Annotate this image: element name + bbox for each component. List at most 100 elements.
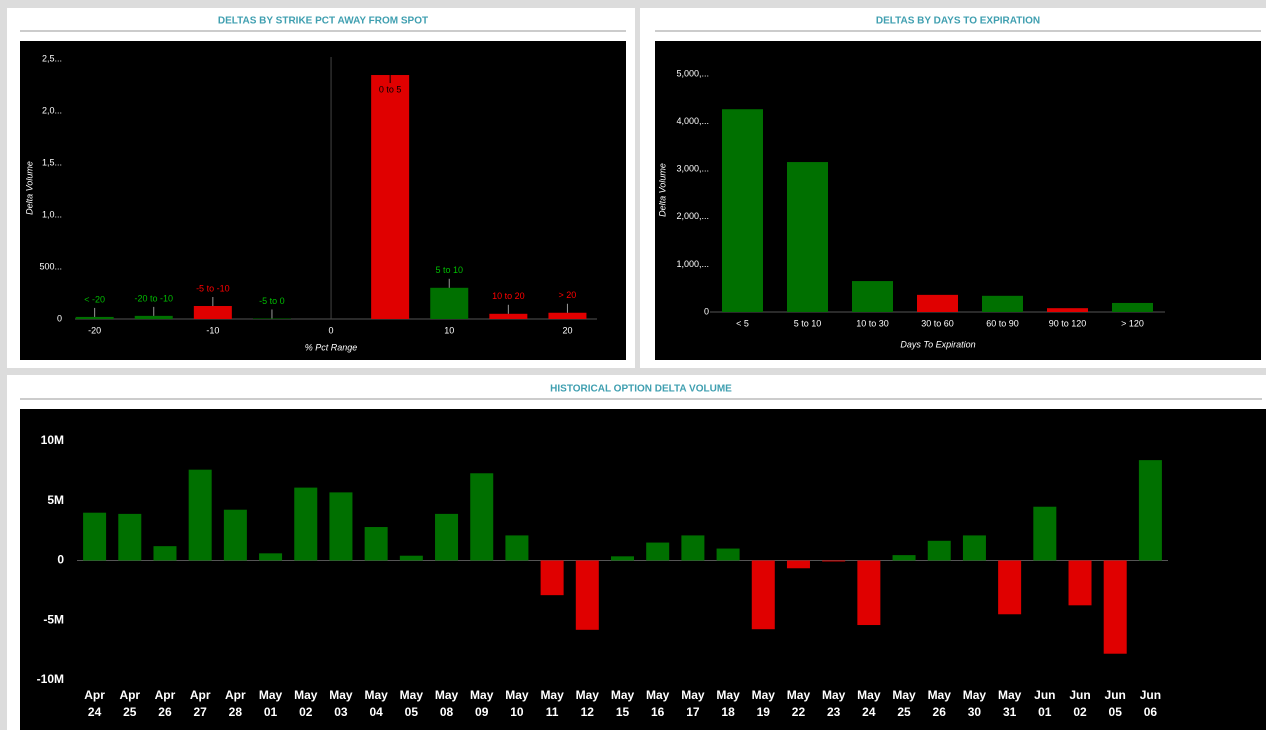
y-tick-label: 0: [704, 306, 709, 316]
bar: [786, 560, 810, 569]
bar: [153, 546, 177, 561]
bar: [822, 560, 846, 562]
bar: [470, 473, 494, 561]
bar: [962, 535, 986, 561]
chart-title: DELTAS BY DAYS TO EXPIRATION: [876, 16, 1040, 27]
y-tick-label: 0: [57, 313, 62, 323]
bar: [892, 555, 916, 561]
x-tick-label: May 03: [329, 688, 353, 719]
x-tick-label: < 5: [736, 318, 749, 328]
y-tick-label: 5M: [47, 493, 64, 507]
bar: [575, 560, 599, 630]
x-tick-label: Jun 02: [1069, 688, 1091, 719]
x-tick-label: May 02: [294, 688, 318, 719]
bar: [399, 555, 423, 561]
bar: [540, 560, 564, 596]
bar: [223, 509, 247, 561]
plot-area: [20, 409, 1266, 730]
bar: [917, 294, 958, 312]
x-tick-label: May 04: [364, 688, 388, 719]
bar: [329, 492, 353, 561]
x-tick-label: May 25: [892, 688, 916, 719]
bar: [430, 287, 469, 319]
x-tick-label: -20: [88, 325, 101, 335]
data-label: 10 to 20: [492, 291, 525, 301]
x-tick-label: > 120: [1121, 318, 1144, 328]
data-label: -5 to 0: [259, 296, 285, 306]
bar: [505, 535, 529, 561]
bar: [722, 109, 763, 312]
bar: [1138, 460, 1162, 561]
y-axis-label: Delta Volume: [24, 161, 34, 215]
bar: [371, 75, 410, 320]
bar: [1068, 560, 1092, 606]
y-tick-label: 1,0...: [42, 209, 62, 219]
x-tick-label: Apr 25: [119, 688, 141, 719]
bar: [188, 469, 212, 561]
bar: [83, 512, 107, 561]
y-tick-label: -5M: [43, 612, 64, 626]
bar: [75, 316, 114, 319]
x-tick-label: 60 to 90: [986, 318, 1019, 328]
bar: [134, 315, 173, 319]
bar: [1047, 308, 1088, 312]
y-tick-label: 0: [57, 553, 64, 567]
bar: [1112, 302, 1153, 312]
bar: [787, 162, 828, 312]
x-tick-label: 20: [562, 325, 572, 335]
x-tick-label: May 01: [258, 688, 283, 719]
x-axis-label: Days To Expiration: [900, 339, 975, 349]
bar: [646, 542, 670, 561]
bar: [489, 313, 528, 319]
bar: [751, 560, 775, 630]
y-tick-label: 5,000,...: [676, 68, 709, 78]
y-axis-label: Delta Volume: [657, 163, 667, 217]
plot-area: [20, 41, 626, 360]
x-tick-label: Jun 05: [1104, 688, 1126, 719]
x-tick-label: 90 to 120: [1049, 318, 1087, 328]
y-tick-label: 2,5...: [42, 53, 62, 63]
y-tick-label: 2,0...: [42, 105, 62, 115]
x-tick-label: Apr 27: [189, 688, 211, 719]
bar: [998, 560, 1022, 615]
x-tick-label: May 09: [470, 688, 494, 719]
x-tick-label: Apr 24: [84, 688, 105, 719]
x-tick-label: May 23: [821, 688, 846, 719]
bar: [259, 553, 283, 561]
bar: [982, 295, 1023, 312]
data-label: 0 to 5: [379, 84, 402, 94]
chart-title: DELTAS BY STRIKE PCT AWAY FROM SPOT: [218, 16, 428, 27]
x-tick-label: 10 to 30: [856, 318, 889, 328]
data-label: -20 to -10: [134, 293, 173, 303]
x-tick-label: May 26: [927, 688, 951, 719]
x-tick-label: 5 to 10: [794, 318, 822, 328]
x-tick-label: May 08: [434, 688, 459, 719]
x-tick-label: May 12: [575, 688, 599, 719]
y-tick-label: 2,000,...: [676, 211, 709, 221]
bar: [252, 318, 291, 319]
bar: [927, 540, 951, 561]
x-tick-label: May 18: [716, 688, 740, 719]
y-tick-label: 1,000,...: [676, 259, 709, 269]
data-label: > 20: [559, 290, 577, 300]
x-tick-label: Apr 28: [225, 688, 246, 719]
bar: [716, 548, 740, 561]
x-tick-label: Apr 26: [154, 688, 176, 719]
bar: [611, 556, 634, 561]
x-tick-label: May 19: [751, 688, 775, 719]
y-tick-label: 500...: [39, 261, 62, 271]
x-tick-label: Jun 06: [1139, 688, 1162, 719]
x-tick-label: May 22: [786, 688, 811, 719]
y-tick-label: 3,000,...: [676, 164, 709, 174]
bar: [294, 487, 318, 561]
bar: [852, 281, 893, 312]
x-tick-label: May 15: [610, 688, 635, 719]
x-tick-label: May 30: [962, 688, 987, 719]
bar: [857, 560, 881, 626]
x-tick-label: May 17: [681, 688, 705, 719]
chart-title: HISTORICAL OPTION DELTA VOLUME: [550, 384, 732, 395]
x-tick-label: 30 to 60: [921, 318, 954, 328]
bar: [364, 527, 388, 561]
